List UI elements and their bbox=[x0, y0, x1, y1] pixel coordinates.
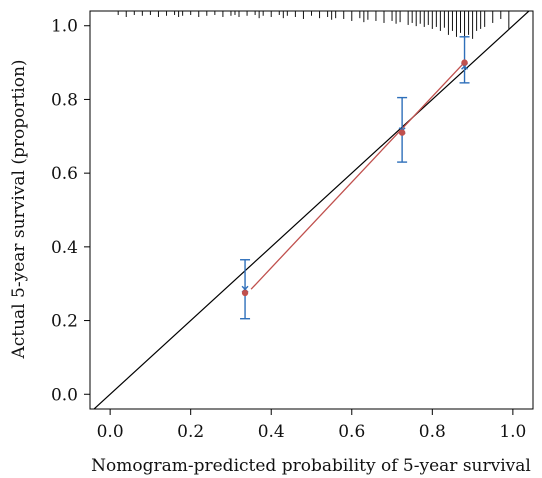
x-tick-label: 1.0 bbox=[499, 422, 526, 442]
y-tick-label: 0.4 bbox=[51, 238, 78, 258]
x-tick-label: 0.6 bbox=[338, 422, 365, 442]
x-tick-label: 0.8 bbox=[419, 422, 446, 442]
y-tick-label: 0.2 bbox=[51, 312, 78, 332]
x-axis-title: Nomogram-predicted probability of 5-year… bbox=[91, 456, 531, 476]
y-tick-label: 0.6 bbox=[51, 164, 78, 184]
y-tick-label: 0.8 bbox=[51, 90, 78, 110]
observed-point bbox=[398, 129, 406, 136]
apparent-calibration-line bbox=[250, 63, 463, 290]
y-tick-label: 0.0 bbox=[51, 385, 78, 405]
y-axis: 0.0 0.2 0.4 0.6 0.8 1.0 bbox=[51, 17, 90, 405]
x-tick-label: 0.4 bbox=[258, 422, 285, 442]
observed-point bbox=[461, 59, 468, 66]
reference-diagonal-line bbox=[93, 11, 530, 409]
x-tick-label: 0.2 bbox=[177, 422, 204, 442]
rug-ticks bbox=[117, 11, 510, 41]
reference-line-layer bbox=[93, 11, 530, 409]
x-axis: 0.0 0.2 0.4 0.6 0.8 1.0 bbox=[97, 409, 526, 442]
y-tick-label: 1.0 bbox=[51, 17, 78, 37]
observed-point bbox=[241, 289, 249, 297]
y-axis-title: Actual 5-year survival (proportion) bbox=[9, 59, 29, 359]
series-layer bbox=[240, 36, 470, 320]
x-tick-label: 0.0 bbox=[97, 422, 124, 442]
